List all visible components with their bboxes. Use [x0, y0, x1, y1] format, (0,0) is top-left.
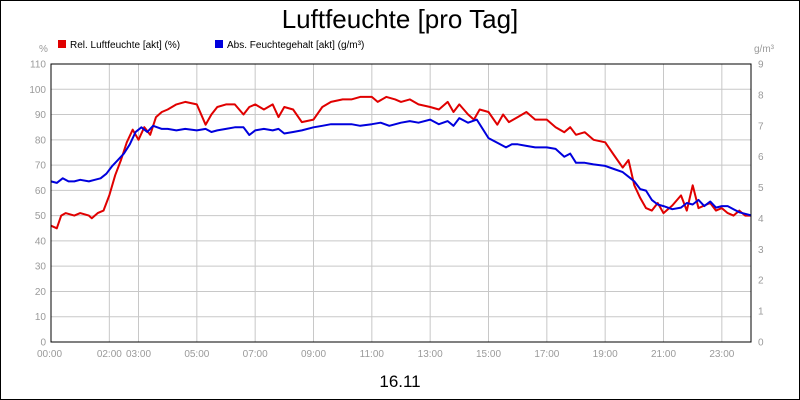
left-axis-tick-label: 60: [35, 186, 47, 197]
legend-swatch-abs-humidity: [215, 40, 223, 48]
legend-label-abs-humidity: Abs. Feuchtegehalt [akt] (g/m³): [227, 40, 364, 51]
legend-label-rel-humidity: Rel. Luftfeuchte [akt] (%): [70, 40, 180, 51]
left-axis-tick-label: 40: [35, 236, 47, 247]
left-axis-tick-label: 10: [35, 312, 47, 323]
right-axis-ticks: 0 1 2 3 4 5 6 7 8 9: [758, 60, 764, 349]
x-axis-tick-label: 13:00: [418, 349, 443, 360]
x-axis-tick-label: 03:00: [126, 349, 151, 360]
chart-title: Luftfeuchte [pro Tag]: [282, 4, 519, 34]
right-axis-tick-label: 2: [758, 276, 764, 287]
x-axis-ticks: 00:00 02:00 03:00 05:00 07:00 09:00 11:00 13:00…: [37, 349, 735, 360]
x-axis-tick-label: 07:00: [243, 349, 268, 360]
series-lines: [50, 95, 752, 230]
x-axis-tick-label: 11:00: [360, 349, 385, 360]
right-axis-tick-label: 9: [758, 60, 764, 71]
right-axis-tick-label: 8: [758, 90, 764, 101]
grid: [50, 63, 751, 343]
left-axis-tick-label: 70: [35, 161, 47, 172]
x-axis-tick-label: 19:00: [593, 349, 618, 360]
x-axis-tick-label: 15:00: [476, 349, 501, 360]
left-axis-tick-label: 110: [30, 60, 46, 71]
x-axis-date-label: 16.11: [379, 372, 420, 391]
x-axis-tick-label: 00:00: [37, 349, 62, 360]
right-axis-tick-label: 1: [758, 307, 764, 318]
series-line-rel-humidity: [50, 95, 751, 230]
left-axis-tick-label: 100: [29, 85, 46, 96]
right-axis-unit: g/m³: [754, 44, 775, 55]
x-axis-tick-label: 23:00: [709, 349, 734, 360]
x-axis-tick-label: 17:00: [534, 349, 559, 360]
x-axis-tick-label: 21:00: [651, 349, 676, 360]
left-axis-ticks: 0 10 20 30 40 50 60 70 80 90 100 110: [29, 60, 46, 349]
left-axis-tick-label: 0: [40, 338, 46, 349]
right-axis-tick-label: 4: [758, 214, 764, 225]
plot-area-border: [50, 63, 752, 343]
x-axis-tick-label: 02:00: [97, 349, 122, 360]
left-axis-tick-label: 20: [35, 287, 47, 298]
legend: Rel. Luftfeuchte [akt] (%) Abs. Feuchteg…: [58, 40, 364, 51]
series-line-abs-humidity: [50, 117, 752, 217]
left-axis-tick-label: 90: [35, 110, 47, 121]
right-axis-tick-label: 6: [758, 152, 764, 163]
left-axis-tick-label: 50: [35, 211, 47, 222]
x-axis-tick-label: 09:00: [301, 349, 326, 360]
x-axis-tick-label: 05:00: [184, 349, 209, 360]
left-axis-tick-label: 30: [35, 262, 47, 273]
left-axis-unit: %: [39, 44, 48, 55]
right-axis-tick-label: 7: [758, 121, 764, 132]
right-axis-tick-label: 5: [758, 183, 764, 194]
right-axis-tick-label: 3: [758, 245, 764, 256]
legend-swatch-rel-humidity: [58, 40, 66, 48]
left-axis-tick-label: 80: [35, 135, 47, 146]
right-axis-tick-label: 0: [758, 338, 764, 349]
